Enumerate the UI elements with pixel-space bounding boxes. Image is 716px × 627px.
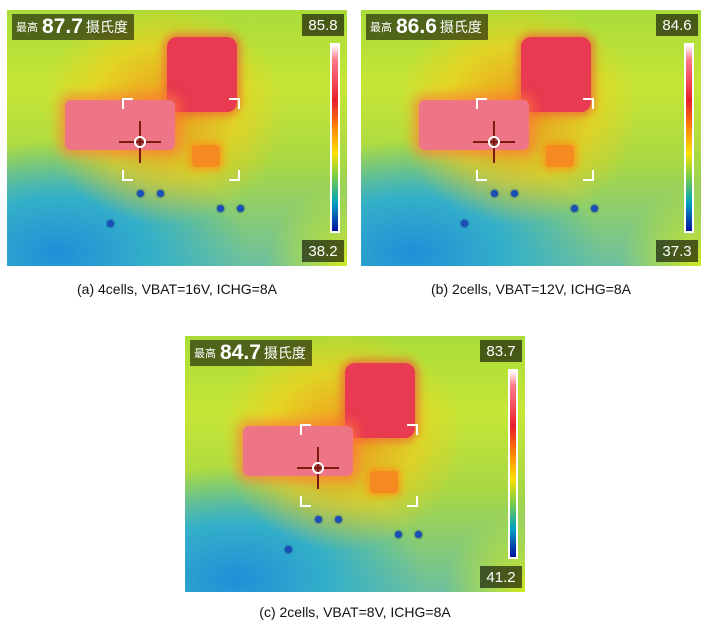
hot-component <box>192 145 220 167</box>
crosshair-icon <box>473 121 515 163</box>
via-dot <box>571 205 578 212</box>
max-key: 最高 <box>16 22 38 34</box>
crosshair-icon <box>119 121 161 163</box>
scale-max: 83.7 <box>480 340 522 362</box>
roi-bracket <box>300 496 311 507</box>
max-value: 84.7 <box>220 341 261 364</box>
via-dot <box>315 516 322 523</box>
roi-bracket <box>407 496 418 507</box>
caption-a: (a) 4cells, VBAT=16V, ICHG=8A <box>77 281 277 297</box>
via-dot <box>415 531 422 538</box>
thermal-image-c: 最高 84.7 摄氏度 83.7 41.2 <box>185 336 525 592</box>
crosshair-icon <box>297 447 339 489</box>
roi-bracket <box>476 98 487 109</box>
thermal-image-a: 最高 87.7 摄氏度 85.8 38.2 <box>7 10 347 266</box>
via-dot <box>395 531 402 538</box>
via-dot <box>137 190 144 197</box>
caption-b: (b) 2cells, VBAT=12V, ICHG=8A <box>431 281 631 297</box>
max-unit: 摄氏度 <box>85 19 128 35</box>
max-key: 最高 <box>194 348 216 360</box>
via-dot <box>335 516 342 523</box>
scale-min: 41.2 <box>480 566 522 588</box>
max-temperature-label: 最高 84.7 摄氏度 <box>190 340 312 366</box>
max-key: 最高 <box>370 22 392 34</box>
roi-bracket <box>300 424 311 435</box>
via-dot <box>591 205 598 212</box>
hot-inductor <box>167 37 237 112</box>
max-value: 86.6 <box>396 15 437 38</box>
roi-bracket <box>476 170 487 181</box>
max-temperature-label: 最高 87.7 摄氏度 <box>12 14 134 40</box>
roi-bracket <box>583 98 594 109</box>
via-dot <box>217 205 224 212</box>
thermal-image-b: 最高 86.6 摄氏度 84.6 37.3 <box>361 10 701 266</box>
roi-bracket <box>122 98 133 109</box>
scale-min: 38.2 <box>302 240 344 262</box>
max-temperature-label: 最高 86.6 摄氏度 <box>366 14 488 40</box>
color-scale-bar <box>684 43 694 233</box>
roi-bracket <box>407 424 418 435</box>
via-dot <box>511 190 518 197</box>
caption-c: (c) 2cells, VBAT=8V, ICHG=8A <box>259 604 451 620</box>
scale-max: 84.6 <box>656 14 698 36</box>
hot-inductor <box>345 363 415 438</box>
roi-bracket <box>229 170 240 181</box>
hot-component <box>370 471 398 493</box>
scale-max: 85.8 <box>302 14 344 36</box>
max-unit: 摄氏度 <box>263 345 306 361</box>
hot-inductor <box>521 37 591 112</box>
via-dot <box>491 190 498 197</box>
max-value: 87.7 <box>42 15 83 38</box>
max-unit: 摄氏度 <box>439 19 482 35</box>
via-dot <box>107 220 114 227</box>
via-dot <box>285 546 292 553</box>
hot-component <box>546 145 574 167</box>
roi-bracket <box>583 170 594 181</box>
via-dot <box>157 190 164 197</box>
roi-bracket <box>122 170 133 181</box>
via-dot <box>461 220 468 227</box>
scale-min: 37.3 <box>656 240 698 262</box>
color-scale-bar <box>508 369 518 559</box>
roi-bracket <box>229 98 240 109</box>
color-scale-bar <box>330 43 340 233</box>
via-dot <box>237 205 244 212</box>
